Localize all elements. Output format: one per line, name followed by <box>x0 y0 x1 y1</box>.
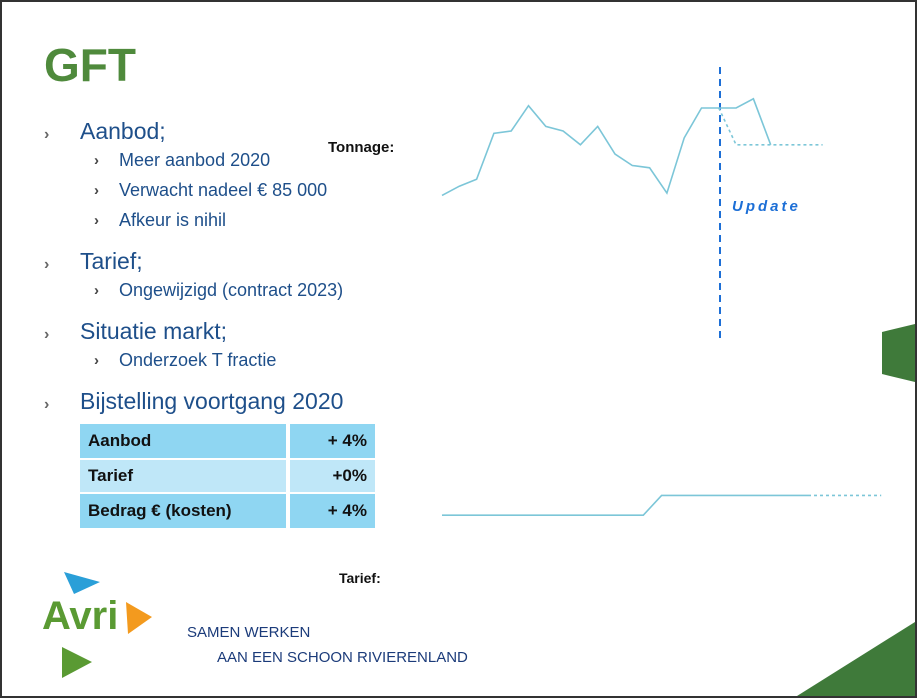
tonnage-label: Tonnage: <box>328 139 395 156</box>
bullet-marker: › <box>44 126 50 143</box>
sub-bullet-marker: › <box>94 152 99 169</box>
sub-bullet: Afkeur is nihil <box>119 210 227 230</box>
bullet: Bijstelling voortgang 2020 <box>80 388 344 414</box>
logo-shape <box>64 572 100 594</box>
bullet-marker: › <box>44 396 50 413</box>
table-cell: + 4% <box>290 494 375 528</box>
decor <box>882 324 915 382</box>
logo-shape <box>62 647 92 678</box>
sub-bullet-marker: › <box>94 352 99 369</box>
data-line <box>441 97 772 197</box>
data-line <box>442 494 808 516</box>
logo-text: Avri <box>42 594 119 638</box>
tagline: AAN EEN SCHOON RIVIERENLAND <box>217 649 468 666</box>
table-cell: +0% <box>290 460 375 492</box>
sub-bullet-marker: › <box>94 282 99 299</box>
decor <box>797 622 915 696</box>
bullet: Tarief; <box>80 248 143 274</box>
update-label: Update <box>732 198 801 215</box>
sub-bullet: Verwacht nadeel € 85 000 <box>119 180 328 200</box>
logo-shape <box>126 602 152 634</box>
slide-title: GFT <box>44 39 136 91</box>
bullet-marker: › <box>44 326 50 343</box>
tarief-label: Tarief: <box>339 570 381 586</box>
table-cell: + 4% <box>290 424 375 458</box>
sub-bullet: Onderzoek T fractie <box>119 350 277 370</box>
bullet: Aanbod; <box>80 118 166 144</box>
tagline: SAMEN WERKEN <box>187 624 311 641</box>
table-cell: Bedrag € (kosten) <box>80 494 286 528</box>
table-cell: Aanbod <box>80 424 286 458</box>
sub-bullet: Ongewijzigd (contract 2023) <box>119 280 344 300</box>
bullet: Situatie markt; <box>80 318 227 344</box>
sub-bullet-marker: › <box>94 182 99 199</box>
forecast-line <box>718 107 823 146</box>
table-cell: Tarief <box>80 460 286 492</box>
sub-bullet: Meer aanbod 2020 <box>119 150 271 170</box>
sub-bullet-marker: › <box>94 212 99 229</box>
bullet-marker: › <box>44 256 50 273</box>
